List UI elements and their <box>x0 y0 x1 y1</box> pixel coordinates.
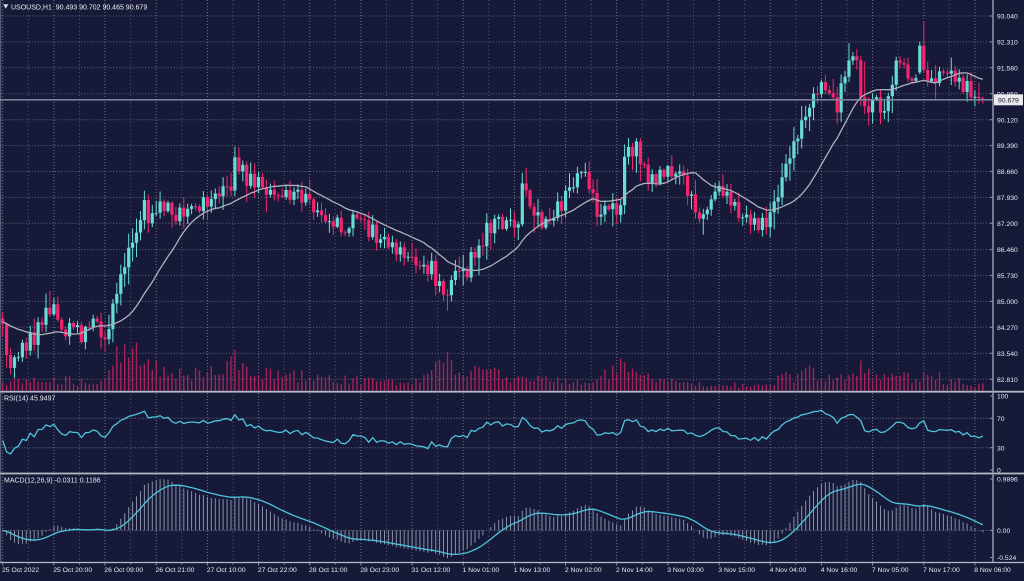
svg-text:1 Nov 01:00: 1 Nov 01:00 <box>463 567 500 574</box>
svg-text:100: 100 <box>997 394 1009 401</box>
svg-text:0.9896: 0.9896 <box>997 477 1018 484</box>
svg-text:4 Nov 16:00: 4 Nov 16:00 <box>821 567 858 574</box>
svg-text:85.730: 85.730 <box>997 273 1018 280</box>
svg-text:2 Nov 14:00: 2 Nov 14:00 <box>616 567 653 574</box>
svg-text:88.660: 88.660 <box>997 169 1018 176</box>
svg-text:4 Nov 04:00: 4 Nov 04:00 <box>770 567 807 574</box>
svg-text:82.810: 82.810 <box>997 377 1018 384</box>
svg-text:7 Nov 05:00: 7 Nov 05:00 <box>872 567 909 574</box>
svg-text:90.120: 90.120 <box>997 117 1018 124</box>
svg-text:0: 0 <box>997 468 1001 475</box>
svg-text:28 Oct 11:00: 28 Oct 11:00 <box>309 567 348 574</box>
svg-text:USOUSD,H1 90.493 90.702 90.46: USOUSD,H1 90.493 90.702 90.465 90.679 <box>11 5 147 12</box>
svg-text:91.580: 91.580 <box>997 65 1018 72</box>
svg-text:85.000: 85.000 <box>997 299 1018 306</box>
svg-text:RSI(14) 45.9497: RSI(14) 45.9497 <box>4 396 55 403</box>
svg-text:93.040: 93.040 <box>997 14 1018 21</box>
svg-text:27 Oct 22:00: 27 Oct 22:00 <box>258 567 297 574</box>
svg-text:2 Nov 02:00: 2 Nov 02:00 <box>565 567 602 574</box>
svg-text:31 Oct 12:00: 31 Oct 12:00 <box>411 567 450 574</box>
svg-text:30: 30 <box>997 445 1005 452</box>
svg-text:27 Oct 10:00: 27 Oct 10:00 <box>207 567 246 574</box>
svg-text:-0.524: -0.524 <box>997 555 1016 562</box>
svg-text:28 Oct 23:00: 28 Oct 23:00 <box>360 567 399 574</box>
svg-text:84.270: 84.270 <box>997 325 1018 332</box>
svg-text:26 Oct 09:00: 26 Oct 09:00 <box>104 567 143 574</box>
svg-text:86.460: 86.460 <box>997 247 1018 254</box>
svg-text:92.310: 92.310 <box>997 40 1018 47</box>
svg-text:87.200: 87.200 <box>997 221 1018 228</box>
svg-text:87.930: 87.930 <box>997 195 1018 202</box>
svg-text:3 Nov 03:00: 3 Nov 03:00 <box>667 567 704 574</box>
svg-text:90.679: 90.679 <box>998 97 1019 104</box>
svg-text:7 Nov 17:00: 7 Nov 17:00 <box>923 567 960 574</box>
svg-text:1 Nov 13:00: 1 Nov 13:00 <box>514 567 551 574</box>
svg-text:25 Oct 2022: 25 Oct 2022 <box>2 567 39 574</box>
svg-text:83.540: 83.540 <box>997 351 1018 358</box>
svg-text:8 Nov 06:00: 8 Nov 06:00 <box>974 567 1011 574</box>
svg-text:3 Nov 15:00: 3 Nov 15:00 <box>718 567 755 574</box>
svg-text:25 Oct 20:00: 25 Oct 20:00 <box>53 567 92 574</box>
svg-text:70: 70 <box>997 416 1005 423</box>
svg-text:MACD(12,26,9) -0.0311 0.1186: MACD(12,26,9) -0.0311 0.1186 <box>4 478 101 485</box>
svg-text:26 Oct 21:00: 26 Oct 21:00 <box>156 567 195 574</box>
svg-text:0.00: 0.00 <box>997 528 1010 535</box>
svg-text:89.390: 89.390 <box>997 143 1018 150</box>
